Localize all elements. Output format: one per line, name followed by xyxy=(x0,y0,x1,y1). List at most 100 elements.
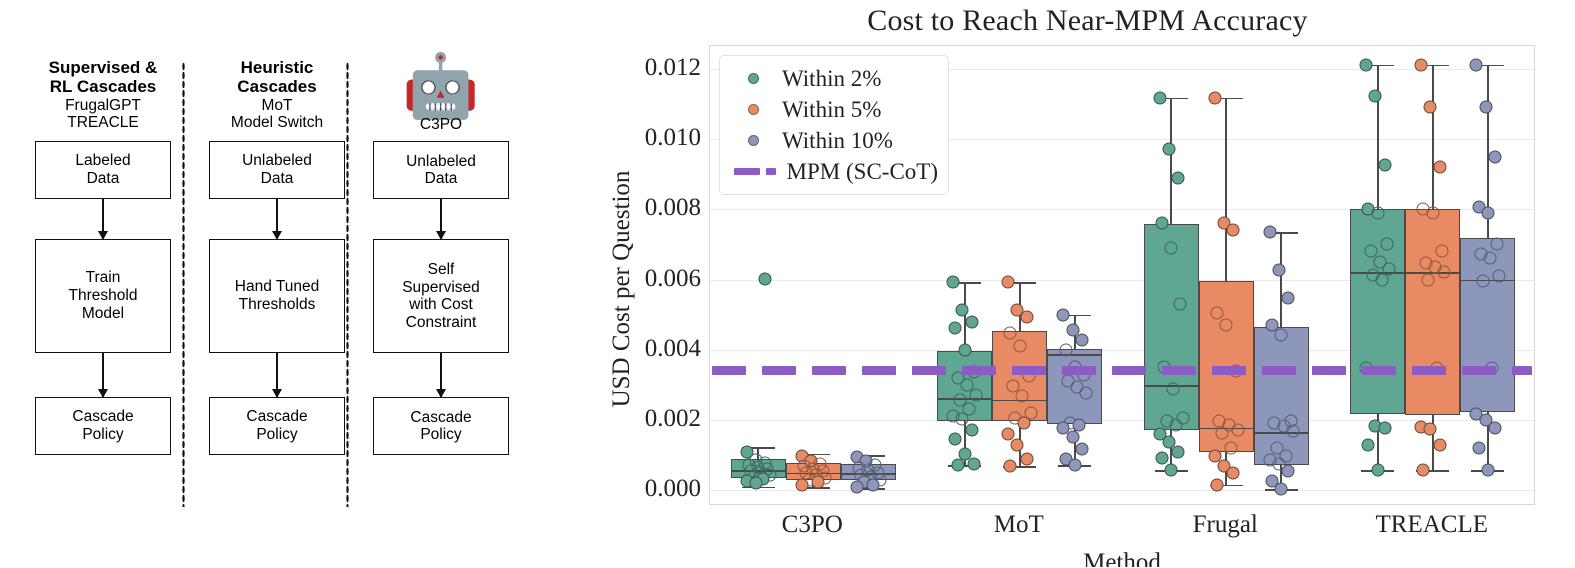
gridlines xyxy=(710,46,1534,504)
data-point xyxy=(1488,421,1502,435)
diagram-column-c3po: 🤖 C3PO Unlabeled Data Self Supervised wi… xyxy=(356,52,526,456)
flow-arrow xyxy=(102,198,104,239)
mpm-dash-segment xyxy=(1412,366,1446,376)
data-point xyxy=(946,275,960,289)
whisker-cap xyxy=(1003,466,1037,469)
data-point xyxy=(1153,91,1167,105)
flow-arrow xyxy=(276,352,278,397)
legend-item[interactable]: Within 2% xyxy=(730,63,938,94)
data-point xyxy=(1219,318,1233,332)
data-point xyxy=(1171,445,1185,459)
gridline xyxy=(710,419,1534,421)
x-axis-title: Method xyxy=(1083,549,1161,567)
data-point xyxy=(1421,273,1435,286)
mpm-dash-segment xyxy=(1162,366,1196,376)
data-point xyxy=(1169,418,1183,432)
legend-marker-icon xyxy=(730,168,781,175)
data-point xyxy=(1075,333,1089,347)
mpm-dash-segment xyxy=(1112,366,1146,376)
data-point xyxy=(1272,457,1286,471)
process-box-method: Train Threshold Model xyxy=(35,238,171,353)
data-point xyxy=(1208,91,1222,105)
mpm-dash-segment xyxy=(912,366,946,376)
whisker-cap xyxy=(1471,64,1505,67)
robot-icon: 🤖 xyxy=(402,52,480,121)
process-box-method: Hand Tuned Thresholds xyxy=(209,238,345,353)
legend-label: Within 2% xyxy=(782,65,882,91)
column-divider-1 xyxy=(182,62,185,507)
data-point xyxy=(1375,273,1389,286)
data-point xyxy=(1371,463,1385,477)
legend-item[interactable]: Within 10% xyxy=(730,125,938,156)
process-box-data: Unlabeled Data xyxy=(373,141,509,200)
data-point xyxy=(1226,466,1240,480)
median-line xyxy=(1047,353,1103,356)
median-line xyxy=(1253,431,1309,434)
data-point xyxy=(1020,452,1034,466)
gridline xyxy=(710,349,1534,351)
data-point xyxy=(1164,241,1178,255)
data-point xyxy=(1279,449,1293,463)
column-subheading: MoT Model Switch xyxy=(230,97,324,132)
whisker-cap xyxy=(1416,469,1450,472)
data-point xyxy=(1059,343,1073,357)
process-box-data: Labeled Data xyxy=(35,140,171,199)
data-point xyxy=(1265,318,1279,332)
column-header: Heuristic Cascades MoT Model Switch xyxy=(231,58,323,132)
data-point xyxy=(1433,160,1447,174)
legend-label: Within 10% xyxy=(782,127,893,153)
data-point xyxy=(1075,442,1089,456)
data-point xyxy=(1479,100,1492,114)
process-box-output: Cascade Policy xyxy=(209,396,345,455)
data-point xyxy=(1270,441,1284,455)
column-divider-2 xyxy=(346,62,349,507)
column-heading: Supervised & RL Cascades xyxy=(48,58,158,97)
data-point xyxy=(1162,142,1176,156)
data-point xyxy=(866,478,880,492)
data-point xyxy=(1224,441,1238,455)
median-line xyxy=(1405,272,1461,275)
process-box-output: Cascade Policy xyxy=(35,396,171,455)
mpm-dash-segment xyxy=(1312,366,1346,376)
gridline xyxy=(710,139,1534,141)
whisker-cap xyxy=(1154,97,1188,100)
data-point xyxy=(1056,421,1070,435)
whisker-cap xyxy=(796,453,830,456)
data-point xyxy=(1483,251,1497,265)
chart-title: Cost to Reach Near-MPM Accuracy xyxy=(867,4,1308,37)
box xyxy=(1350,209,1406,415)
column-heading: Heuristic Cascades xyxy=(237,58,317,97)
data-point xyxy=(758,272,772,286)
data-point xyxy=(1003,459,1017,473)
data-point xyxy=(1272,263,1286,277)
mpm-dash-segment xyxy=(1462,366,1496,376)
legend-marker-icon xyxy=(730,104,776,115)
legend-item[interactable]: MPM (SC-CoT) xyxy=(730,156,938,187)
data-point xyxy=(1024,406,1038,420)
process-box-data: Unlabeled Data xyxy=(209,140,345,199)
whisker-cap xyxy=(741,447,775,450)
data-point xyxy=(1437,265,1451,279)
mpm-dash-segment xyxy=(1062,366,1096,376)
data-point xyxy=(955,412,969,426)
data-point xyxy=(1171,171,1185,185)
data-point xyxy=(811,475,825,489)
data-point xyxy=(1176,411,1190,425)
data-point xyxy=(1013,339,1027,353)
legend-item[interactable]: Within 5% xyxy=(730,94,938,125)
data-point xyxy=(1382,262,1396,276)
data-point xyxy=(1015,389,1029,403)
y-axis-tick-label: 0.012 xyxy=(644,53,701,81)
data-point xyxy=(962,402,976,416)
whisker-cap xyxy=(1003,282,1037,285)
y-axis-tick-label: 0.010 xyxy=(644,124,701,152)
whisker-cap xyxy=(1416,64,1450,67)
data-point xyxy=(1056,308,1070,322)
data-point xyxy=(1281,291,1295,305)
data-point xyxy=(955,303,969,317)
mpm-dash-segment xyxy=(1362,366,1396,376)
flow-arrow xyxy=(102,352,104,397)
y-axis-tick-label: 0.006 xyxy=(644,264,701,292)
x-axis-tick-label: TREACLE xyxy=(1375,511,1489,538)
data-point xyxy=(1281,464,1295,478)
